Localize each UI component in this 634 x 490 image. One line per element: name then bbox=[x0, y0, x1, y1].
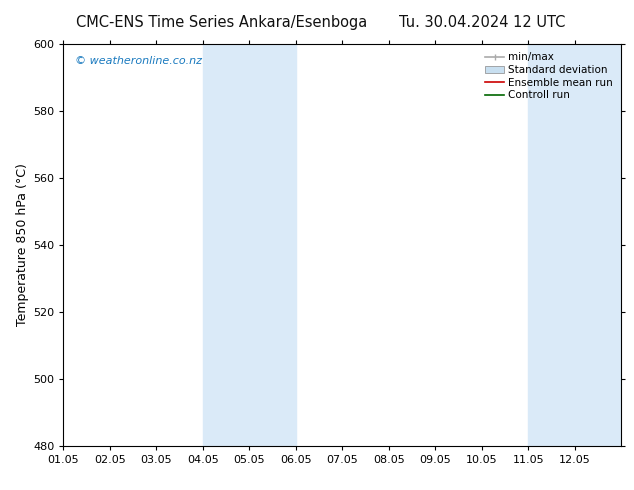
Text: Tu. 30.04.2024 12 UTC: Tu. 30.04.2024 12 UTC bbox=[399, 15, 565, 30]
Text: © weatheronline.co.nz: © weatheronline.co.nz bbox=[75, 56, 202, 66]
Bar bbox=[528, 44, 621, 446]
Legend: min/max, Standard deviation, Ensemble mean run, Controll run: min/max, Standard deviation, Ensemble me… bbox=[482, 49, 616, 103]
Bar bbox=[203, 44, 296, 446]
Text: CMC-ENS Time Series Ankara/Esenboga: CMC-ENS Time Series Ankara/Esenboga bbox=[76, 15, 368, 30]
Y-axis label: Temperature 850 hPa (°C): Temperature 850 hPa (°C) bbox=[16, 164, 29, 326]
